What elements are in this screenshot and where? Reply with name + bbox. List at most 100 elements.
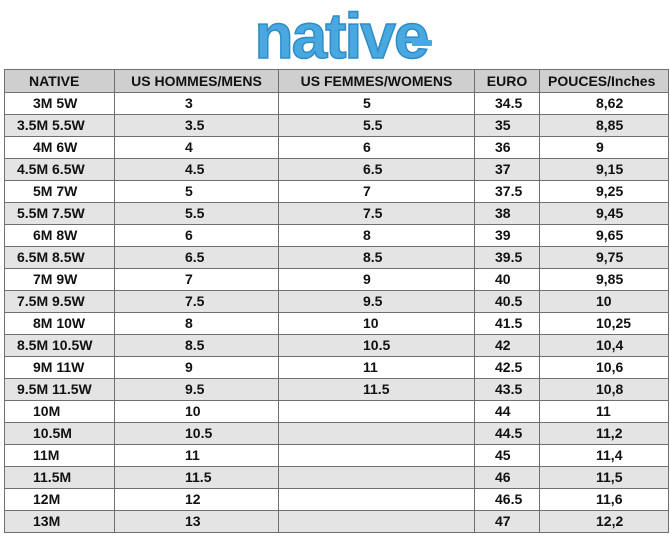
table-row: 9.5M 11.5W 9.5 11.5 43.5 10,8 bbox=[4, 378, 669, 401]
table-row: 3M 5W 3 5 34.5 8,62 bbox=[4, 92, 669, 115]
table-row: 4M 6W 4 6 36 9 bbox=[4, 136, 669, 159]
native-size-cell: 12M bbox=[4, 488, 115, 511]
inches-cell: 8,62 bbox=[539, 92, 669, 115]
us-mens-cell: 9 bbox=[114, 356, 279, 379]
inches-cell: 10 bbox=[539, 290, 669, 313]
euro-cell: 39.5 bbox=[474, 246, 540, 269]
us-mens-cell: 4.5 bbox=[114, 158, 279, 181]
native-size-cell: 10.5M bbox=[4, 422, 115, 445]
table-row: 10.5M 10.5 44.5 11,2 bbox=[4, 422, 669, 445]
us-womens-cell: 10 bbox=[278, 312, 475, 335]
header-native: NATIVE bbox=[4, 69, 115, 93]
table-row: 3.5M 5.5W 3.5 5.5 35 8,85 bbox=[4, 114, 669, 137]
table-row: 10M 10 44 11 bbox=[4, 400, 669, 423]
us-womens-cell: 7 bbox=[278, 180, 475, 203]
us-mens-cell: 6 bbox=[114, 224, 279, 247]
us-mens-cell: 11.5 bbox=[114, 466, 279, 489]
us-womens-cell: 10.5 bbox=[278, 334, 475, 357]
size-chart-table: NATIVE US HOMMES/MENS US FEMMES/WOMENS E… bbox=[4, 69, 669, 533]
table-row: 7.5M 9.5W 7.5 9.5 40.5 10 bbox=[4, 290, 669, 313]
euro-cell: 39 bbox=[474, 224, 540, 247]
native-size-cell: 9.5M 11.5W bbox=[4, 378, 115, 401]
us-womens-cell: 6.5 bbox=[278, 158, 475, 181]
table-row: 12M 12 46.5 11,6 bbox=[4, 488, 669, 511]
header-euro: EURO bbox=[474, 69, 540, 93]
inches-cell: 11,5 bbox=[539, 466, 669, 489]
inches-cell: 8,85 bbox=[539, 114, 669, 137]
inches-cell: 9,15 bbox=[539, 158, 669, 181]
us-womens-cell: 5.5 bbox=[278, 114, 475, 137]
us-mens-cell: 13 bbox=[114, 510, 279, 533]
inches-cell: 11 bbox=[539, 400, 669, 423]
table-row: 8.5M 10.5W 8.5 10.5 42 10,4 bbox=[4, 334, 669, 357]
inches-cell: 9,65 bbox=[539, 224, 669, 247]
us-mens-cell: 4 bbox=[114, 136, 279, 159]
inches-cell: 9,75 bbox=[539, 246, 669, 269]
table-row: 5.5M 7.5W 5.5 7.5 38 9,45 bbox=[4, 202, 669, 225]
us-mens-cell: 5 bbox=[114, 180, 279, 203]
us-mens-cell: 10.5 bbox=[114, 422, 279, 445]
inches-cell: 9,45 bbox=[539, 202, 669, 225]
euro-cell: 37.5 bbox=[474, 180, 540, 203]
table-row: 11M 11 45 11,4 bbox=[4, 444, 669, 467]
inches-cell: 10,8 bbox=[539, 378, 669, 401]
native-size-cell: 8.5M 10.5W bbox=[4, 334, 115, 357]
euro-cell: 42.5 bbox=[474, 356, 540, 379]
euro-cell: 45 bbox=[474, 444, 540, 467]
euro-cell: 47 bbox=[474, 510, 540, 533]
us-mens-cell: 7.5 bbox=[114, 290, 279, 313]
table-row: 9M 11W 9 11 42.5 10,6 bbox=[4, 356, 669, 379]
us-womens-cell bbox=[278, 466, 475, 489]
native-logo-text: native bbox=[255, 0, 428, 68]
inches-cell: 11,2 bbox=[539, 422, 669, 445]
native-size-cell: 4M 6W bbox=[4, 136, 115, 159]
euro-cell: 42 bbox=[474, 334, 540, 357]
us-womens-cell bbox=[278, 488, 475, 511]
us-mens-cell: 9.5 bbox=[114, 378, 279, 401]
us-mens-cell: 3.5 bbox=[114, 114, 279, 137]
us-mens-cell: 3 bbox=[114, 92, 279, 115]
us-mens-cell: 7 bbox=[114, 268, 279, 291]
table-row: 13M 13 47 12,2 bbox=[4, 510, 669, 533]
euro-cell: 38 bbox=[474, 202, 540, 225]
table-row: 5M 7W 5 7 37.5 9,25 bbox=[4, 180, 669, 203]
table-row: 4.5M 6.5W 4.5 6.5 37 9,15 bbox=[4, 158, 669, 181]
us-womens-cell: 11.5 bbox=[278, 378, 475, 401]
inches-cell: 11,6 bbox=[539, 488, 669, 511]
table-row: 8M 10W 8 10 41.5 10,25 bbox=[4, 312, 669, 335]
us-womens-cell: 9 bbox=[278, 268, 475, 291]
us-mens-cell: 11 bbox=[114, 444, 279, 467]
native-size-cell: 3.5M 5.5W bbox=[4, 114, 115, 137]
euro-cell: 44 bbox=[474, 400, 540, 423]
header-us-womens: US FEMMES/WOMENS bbox=[278, 69, 475, 93]
native-size-cell: 6M 8W bbox=[4, 224, 115, 247]
euro-cell: 35 bbox=[474, 114, 540, 137]
logo-trademark-mark bbox=[412, 40, 432, 46]
native-size-cell: 10M bbox=[4, 400, 115, 423]
euro-cell: 40 bbox=[474, 268, 540, 291]
native-size-cell: 9M 11W bbox=[4, 356, 115, 379]
euro-cell: 34.5 bbox=[474, 92, 540, 115]
us-womens-cell: 7.5 bbox=[278, 202, 475, 225]
native-logo: native bbox=[0, 0, 670, 68]
us-womens-cell: 5 bbox=[278, 92, 475, 115]
us-womens-cell bbox=[278, 510, 475, 533]
us-womens-cell bbox=[278, 444, 475, 467]
us-womens-cell bbox=[278, 422, 475, 445]
us-mens-cell: 10 bbox=[114, 400, 279, 423]
us-womens-cell: 9.5 bbox=[278, 290, 475, 313]
table-row: 6.5M 8.5W 6.5 8.5 39.5 9,75 bbox=[4, 246, 669, 269]
us-womens-cell: 11 bbox=[278, 356, 475, 379]
table-row: 6M 8W 6 8 39 9,65 bbox=[4, 224, 669, 247]
inches-cell: 10,25 bbox=[539, 312, 669, 335]
native-size-cell: 5M 7W bbox=[4, 180, 115, 203]
euro-cell: 46.5 bbox=[474, 488, 540, 511]
native-size-cell: 6.5M 8.5W bbox=[4, 246, 115, 269]
inches-cell: 12,2 bbox=[539, 510, 669, 533]
table-row: 11.5M 11.5 46 11,5 bbox=[4, 466, 669, 489]
inches-cell: 11,4 bbox=[539, 444, 669, 467]
inches-cell: 9 bbox=[539, 136, 669, 159]
euro-cell: 46 bbox=[474, 466, 540, 489]
us-womens-cell bbox=[278, 400, 475, 423]
table-header-row: NATIVE US HOMMES/MENS US FEMMES/WOMENS E… bbox=[4, 69, 669, 93]
